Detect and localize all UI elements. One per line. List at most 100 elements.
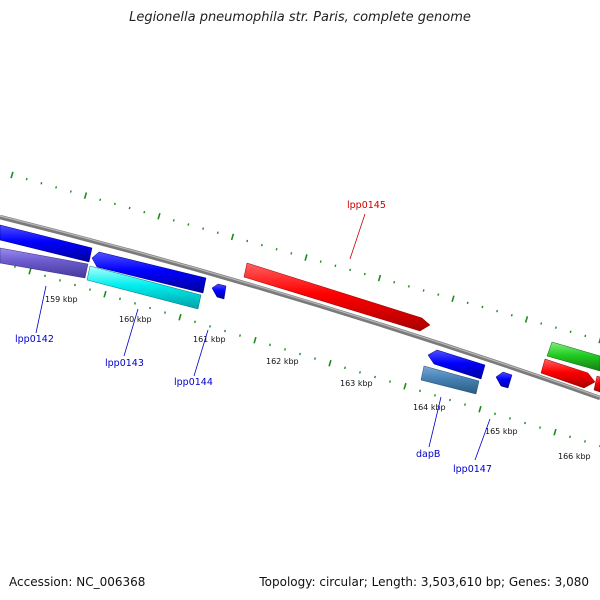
minor-tick [510, 314, 513, 317]
major-tick [28, 267, 32, 275]
minor-tick [496, 309, 499, 313]
leader-line-lpp0144 [193, 329, 209, 377]
minor-tick [393, 281, 396, 284]
minor-tick [389, 380, 391, 383]
gene-label-lpp0143[interactable]: lpp0143 [105, 358, 144, 369]
minor-tick [494, 412, 496, 416]
minor-tick [466, 301, 469, 305]
leader-line-lpp0143 [123, 308, 139, 357]
gene-label-lpp0142[interactable]: lpp0142 [15, 334, 54, 345]
minor-tick [216, 231, 219, 234]
minor-tick [334, 264, 337, 267]
minor-tick [202, 227, 205, 230]
kbp-label: 164 kbp [413, 403, 446, 412]
minor-tick [246, 239, 249, 243]
major-tick [598, 337, 600, 344]
gene-label-lpp0145[interactable]: lpp0145 [347, 200, 386, 211]
minor-tick [40, 182, 43, 185]
minor-tick [224, 329, 226, 333]
gene-arrow-lpp0145[interactable] [243, 262, 431, 332]
gene-arrow-dapB[interactable] [427, 349, 486, 380]
minor-tick [89, 288, 91, 291]
major-tick [253, 336, 257, 344]
minor-tick [374, 375, 376, 379]
genome-backbone-highlight [0, 215, 600, 398]
minor-tick [509, 417, 511, 420]
minor-tick [363, 272, 366, 276]
gene-arrow-lpp0144[interactable] [211, 283, 227, 300]
major-tick [478, 405, 482, 413]
gene-arrow-unlabeled-red-right[interactable] [540, 358, 596, 389]
minor-tick [299, 352, 301, 356]
gene-arrow-unlabeled-green[interactable] [546, 341, 600, 372]
kbp-label: 159 kbp [45, 295, 78, 304]
minor-tick [164, 311, 166, 314]
minor-tick [524, 421, 526, 425]
minor-tick [128, 206, 131, 210]
minor-tick [119, 297, 121, 301]
minor-tick [540, 322, 543, 325]
kbp-label: 165 kbp [485, 427, 518, 436]
gene-arrow-lpp0143[interactable] [86, 265, 202, 310]
gene-arrow-unlabeled-steel[interactable] [420, 365, 480, 395]
minor-tick [407, 285, 410, 288]
minor-tick [260, 243, 263, 247]
gene-arrow-lpp0147[interactable] [495, 371, 513, 389]
gene-label-lpp0144[interactable]: lpp0144 [174, 377, 213, 388]
gene-arrow-unlabeled-left[interactable] [0, 224, 93, 263]
minor-tick [59, 279, 61, 282]
minor-tick [55, 186, 58, 189]
minor-tick [149, 306, 151, 310]
minor-tick [584, 440, 586, 443]
kbp-label: 163 kbp [340, 379, 373, 388]
kbp-label: 162 kbp [266, 357, 299, 366]
minor-tick [44, 274, 46, 278]
minor-tick [187, 223, 190, 226]
minor-tick [554, 326, 557, 329]
minor-tick [275, 248, 278, 251]
accession-text: Accession: NC_006368 [9, 575, 146, 589]
major-tick [304, 254, 308, 261]
major-tick [83, 192, 88, 199]
kbp-label: 160 kbp [119, 315, 152, 324]
minor-tick [172, 219, 175, 222]
major-tick [328, 359, 332, 367]
major-tick [157, 212, 161, 220]
minor-tick [284, 348, 286, 351]
minor-tick [314, 357, 316, 360]
minor-tick [539, 426, 541, 429]
minor-tick [569, 330, 572, 333]
minor-tick [449, 398, 451, 402]
minor-tick [239, 334, 241, 337]
minor-tick [269, 343, 271, 347]
minor-tick [209, 325, 211, 328]
major-tick [451, 295, 455, 303]
minor-tick [194, 320, 196, 324]
major-tick [178, 313, 182, 321]
major-tick [230, 233, 235, 241]
minor-tick [349, 268, 352, 272]
minor-tick [99, 198, 102, 201]
map-title: Legionella pneumophila str. Paris, compl… [129, 10, 471, 25]
gene-arrow-unlabeled-blue[interactable] [91, 251, 207, 294]
major-tick [524, 316, 529, 323]
major-tick [553, 428, 557, 436]
gene-arrow-lpp0142[interactable] [0, 247, 89, 279]
minor-tick [359, 371, 361, 374]
genome-summary-text: Topology: circular; Length: 3,503,610 bp… [259, 575, 589, 589]
minor-tick [25, 177, 28, 181]
major-tick [103, 290, 107, 298]
gene-arrow-unlabeled-red-edge[interactable] [593, 375, 600, 393]
kbp-label: 161 kbp [193, 335, 226, 344]
leader-line-dapB [428, 396, 442, 448]
minor-tick [69, 190, 72, 193]
major-tick [377, 274, 382, 282]
genome-backbone [0, 214, 600, 401]
gene-label-dapB[interactable]: dapB [416, 449, 440, 460]
gene-label-lpp0147[interactable]: lpp0147 [453, 464, 492, 475]
minor-tick [419, 389, 421, 393]
major-tick [10, 171, 14, 179]
minor-tick [74, 283, 76, 287]
leader-line-lpp0147 [474, 418, 491, 461]
